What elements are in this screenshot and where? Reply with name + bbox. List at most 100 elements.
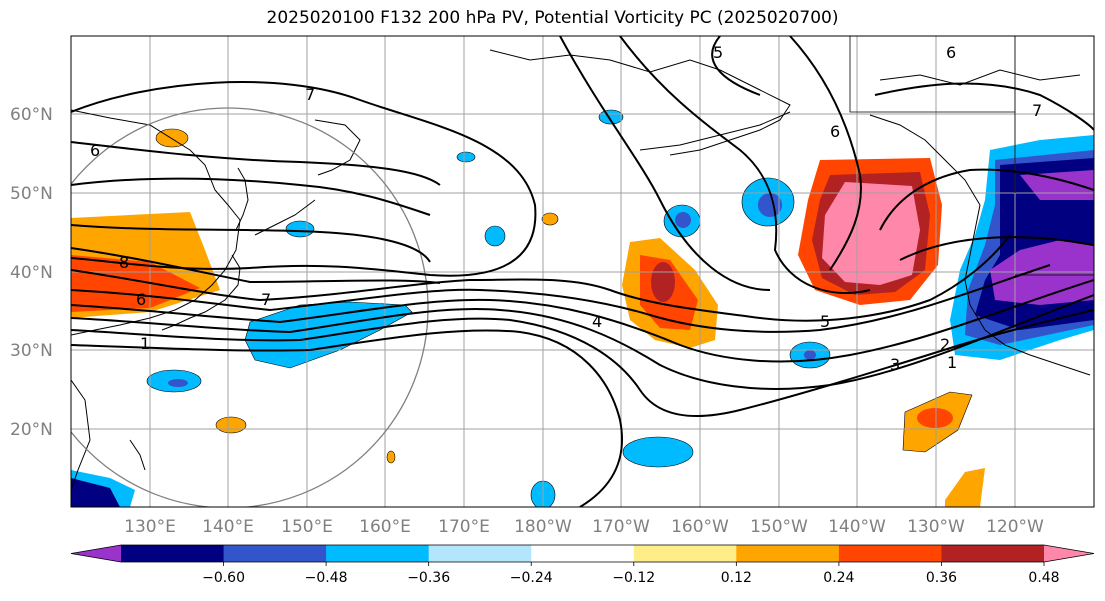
contour-line [71,81,537,277]
contour-label: 2 [940,335,950,354]
colorbar-segment [121,545,225,562]
coast-taiwan-islands [129,439,146,471]
lon-label: 170°E [438,517,490,537]
contour-line [71,234,1011,322]
contour-label: 6 [136,290,146,309]
contour-line [71,309,1094,417]
map-title: 2025020100 F132 200 hPa PV, Potential Vo… [266,8,839,28]
colorbar-tick-label: −0.12 [612,570,655,586]
pv-positive-central-pacific-peak [651,262,675,302]
contour-label: 6 [830,122,840,141]
contour-label: 5 [713,43,723,62]
pv-negative-blob-core [675,212,691,228]
lon-label: 130°W [907,517,965,537]
contour-line [71,279,1094,363]
colorbar-segment [736,545,840,562]
lat-label: 30°N [10,341,53,361]
pv-positive-blob [386,450,396,464]
coastlines [71,49,1091,491]
colorbar-tick-label: −0.48 [305,570,348,586]
colorbar-tick-label: −0.24 [510,570,553,586]
contour-line [71,224,431,263]
pv-positive-subtropical-core [917,408,953,428]
colorbar-segment [326,545,430,562]
political-boundaries [849,36,1094,276]
contour-line [559,36,771,291]
colorbar: −0.60 −0.48 −0.36 −0.24 −0.12 0.12 0.24 0.36 0.4… [70,544,1095,586]
contour-line [71,247,441,284]
pv-contours [71,36,1094,507]
latitude-labels: 60°N 50°N 40°N 30°N 20°N [10,105,53,440]
pv-positive-blob [215,416,247,434]
lon-label: 140°E [202,517,254,537]
coast-asia-northeast [71,109,241,336]
contour-label: 1 [140,334,150,353]
contour-label: 8 [119,253,129,272]
colorbar-tick-label: 0.24 [823,570,854,586]
contour-label: 7 [305,85,315,104]
contour-label: 7 [1032,101,1042,120]
pv-negative-blob-core [804,350,816,360]
colorbar-segment [531,545,635,562]
colorbar-extend-max [1044,545,1094,562]
pv-positive-southeast [945,468,985,507]
pv-negative-blob [484,225,506,247]
map-plot-area: 7 6 5 6 6 7 8 6 7 1 4 5 3 2 1 [71,36,1094,507]
contour-labels: 7 6 5 6 6 7 8 6 7 1 4 5 3 2 1 [90,43,1042,374]
contour-label: 7 [261,290,271,309]
contour-line [71,329,623,507]
contour-label: 3 [890,355,900,374]
contour-line [711,36,761,96]
coast-kamchatka [314,119,361,176]
contour-line [71,177,431,216]
contour-label: 6 [90,141,100,160]
pv-negative-blob-core [758,193,782,217]
contour-line [879,168,1094,231]
colorbar-extend-min [71,545,121,562]
pv-positive-blob [541,212,559,226]
lon-label: 180°W [514,517,572,537]
colorbar-segment [941,545,1045,562]
contour-line [874,82,1094,131]
contour-label: 4 [592,312,602,331]
colorbar-tick-label: −0.36 [407,570,450,586]
lat-label: 60°N [10,105,53,125]
contour-label: 5 [820,312,830,331]
colorbar-tick-label: 0.36 [926,570,957,586]
lat-label: 40°N [10,263,53,283]
pv-negative-blob [285,220,315,238]
colorbar-outline [70,544,1095,563]
colorbar-segment [223,545,327,562]
graticule [71,36,1094,507]
contour-line [619,36,871,294]
colorbar-segment [633,545,737,562]
contour-label: 1 [947,353,957,372]
pv-negative-blob [456,151,476,163]
contour-line [71,264,1051,333]
range-ring [71,107,429,507]
lon-label: 170°W [592,517,650,537]
lon-label: 160°E [359,517,411,537]
contour-label: 6 [946,43,956,62]
lon-label: 160°W [671,517,729,537]
contour-line [71,294,1094,390]
coast-alaska-panhandle [869,114,981,206]
pv-negative-southwest-core [71,478,120,507]
pv-negative-blob [622,436,694,468]
contour-line [899,236,1094,261]
lon-label: 130°E [124,517,176,537]
lat-label: 50°N [10,184,53,204]
coast-canada-north [879,69,1081,86]
contour-line [71,141,441,186]
lon-label: 150°W [750,517,808,537]
lon-label: 150°E [281,517,333,537]
lat-label: 20°N [10,420,53,440]
colorbar-segment [838,545,942,562]
contour-line [789,36,862,271]
colorbar-tick-label: 0.48 [1028,570,1059,586]
coast-alaska-west [489,49,791,156]
map-frame [70,35,1095,508]
coast-southeast-asia [71,379,91,491]
colorbar-tick-label: −0.60 [202,570,245,586]
